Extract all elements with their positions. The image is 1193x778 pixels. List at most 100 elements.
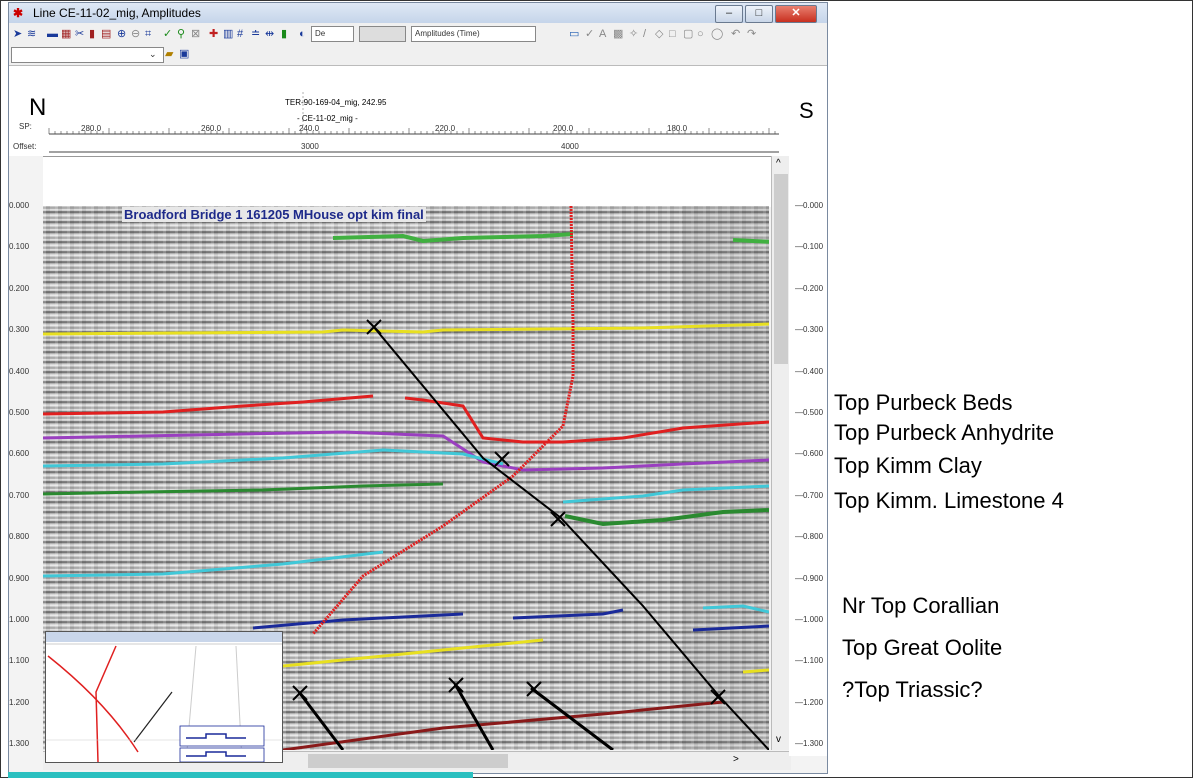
- header-ruler: [48, 92, 779, 153]
- zoom-extent-icon[interactable]: ⌗: [145, 28, 152, 40]
- legend-top-kimm-limestone: Top Kimm. Limestone 4: [834, 488, 1064, 513]
- scroll-right-icon[interactable]: >: [733, 754, 739, 765]
- sp-tick: 260.0: [201, 124, 222, 133]
- text-tool-icon[interactable]: A: [599, 28, 607, 40]
- time-tick-left: 0.600: [9, 449, 30, 459]
- display-combo[interactable]: De: [311, 26, 354, 42]
- amplitude-mode-combo[interactable]: Amplitudes (Time): [411, 26, 536, 42]
- scroll-down-icon[interactable]: v: [776, 734, 781, 745]
- main-toolbar: ➤ ≋ ▬ ▦ ✂ ▮ ▤ ⊕ ⊖ ⌗ ✓ ⚲ ⊠ ✚ ▥ # ≐ ⇹ ▮ ◐ …: [9, 23, 827, 46]
- rect-tool-icon[interactable]: □: [669, 28, 676, 40]
- horizon-top-kimm-limestone: [43, 448, 504, 468]
- horizon-nr-top-corallian: [43, 482, 444, 496]
- legend-nr-top-corallian: Nr Top Corallian: [842, 593, 1000, 618]
- vertical-scrollbar[interactable]: ^ v: [771, 156, 790, 750]
- draw-check-icon[interactable]: ✓: [585, 28, 595, 40]
- pick-icon[interactable]: ⚲: [177, 28, 186, 40]
- horizon-top-purbeck-beds: [43, 322, 769, 336]
- cut-tool-icon[interactable]: ✂: [75, 28, 85, 40]
- chevron-down-icon[interactable]: ⌄: [149, 49, 157, 59]
- open-folder-icon[interactable]: ▰: [165, 48, 174, 60]
- time-tick-left: 0.300: [9, 325, 30, 335]
- sp-tick: 240.0: [299, 124, 320, 133]
- save-icon[interactable]: ▣: [179, 48, 190, 60]
- well-name-label: Broadford Bridge 1 161205 MHouse opt kim…: [122, 207, 426, 222]
- color-bar-icon[interactable]: ▮: [281, 28, 288, 40]
- time-tick-left: 1.100: [9, 656, 30, 666]
- offset-label: Offset:: [13, 142, 37, 151]
- star-tool-icon[interactable]: ✧: [629, 28, 639, 40]
- tie-tool-icon[interactable]: ≐: [251, 28, 261, 40]
- interpretation-overlay: [43, 206, 769, 750]
- grid-tool-icon[interactable]: ▦: [61, 28, 72, 40]
- time-tick-right: —0.000: [795, 201, 824, 210]
- vertical-scroll-thumb[interactable]: [774, 174, 788, 364]
- inset-titlebar: [46, 632, 282, 642]
- time-tick-right: —1.100: [795, 656, 824, 666]
- zoom-out-icon[interactable]: ⊖: [131, 28, 141, 40]
- zoom-in-icon[interactable]: ⊕: [117, 28, 127, 40]
- fault-tool-icon[interactable]: ✚: [209, 28, 219, 40]
- undo-icon[interactable]: ↶: [731, 28, 741, 40]
- layer-tool-icon[interactable]: ▤: [101, 28, 112, 40]
- ellipse-tool-icon[interactable]: ○: [697, 28, 704, 40]
- circle-tool-icon[interactable]: ◯: [711, 28, 724, 40]
- time-tick-right: —1.000: [795, 615, 824, 624]
- time-tick-left: 1.000: [9, 615, 30, 624]
- delete-pick-icon[interactable]: ⊠: [191, 28, 201, 40]
- window-titlebar[interactable]: ✱ Line CE-11-02_mig, Amplitudes – □ ✕: [9, 3, 827, 23]
- check-icon[interactable]: ✓: [163, 28, 173, 40]
- minimize-button[interactable]: –: [715, 5, 743, 23]
- time-tick-left: 1.300: [9, 739, 30, 749]
- pointer-tool-icon[interactable]: ➤: [13, 28, 23, 40]
- sp-tick: 220.0: [435, 124, 456, 133]
- polygon-tool-icon[interactable]: ◇: [655, 28, 664, 40]
- fault-markers: [292, 319, 726, 705]
- marker-tool-icon[interactable]: ⇹: [265, 28, 275, 40]
- time-tick-left: 0.400: [9, 366, 30, 376]
- hash-tool-icon[interactable]: #: [237, 28, 244, 40]
- maximize-button[interactable]: □: [745, 5, 773, 23]
- image-tool-icon[interactable]: ▩: [613, 28, 624, 40]
- sp-tick: 280.0: [81, 124, 102, 133]
- sp-tick: 200.0: [553, 124, 574, 133]
- table-tool-icon[interactable]: ▥: [223, 28, 234, 40]
- time-tick-right: —1.200: [795, 697, 824, 707]
- sp-tick: 180.0: [667, 124, 688, 133]
- blank-strip: [43, 156, 791, 207]
- time-tick-left: 0.000: [9, 201, 30, 210]
- offset-tick: 4000: [561, 142, 579, 151]
- line-tool-icon[interactable]: /: [643, 28, 647, 40]
- line-name-label: - CE-11-02_mig -: [297, 114, 358, 123]
- legend-top-purbeck-beds: Top Purbeck Beds: [834, 390, 1013, 415]
- rounded-rect-tool-icon[interactable]: ▢: [683, 28, 694, 40]
- layout-icon[interactable]: ▭: [569, 28, 580, 40]
- taskbar-strip: [8, 772, 473, 778]
- south-label: S: [799, 98, 814, 123]
- north-label: N: [29, 94, 47, 121]
- palette-icon[interactable]: ◐: [299, 28, 306, 40]
- time-tick-right: —0.700: [795, 490, 824, 500]
- layer-select[interactable]: [11, 47, 164, 63]
- section-header: N S TER-90-169-04_mig, 242.95 - CE-11-02…: [9, 66, 827, 156]
- redo-icon[interactable]: ↷: [747, 28, 757, 40]
- time-tick-left: 1.200: [9, 697, 30, 707]
- horizontal-scroll-thumb[interactable]: [308, 754, 508, 768]
- time-tick-left: 0.500: [9, 408, 30, 417]
- time-tick-right: —1.300: [795, 739, 824, 749]
- inset-map: [46, 643, 282, 762]
- well-tool-icon[interactable]: ▮: [89, 28, 96, 40]
- time-tick-right: —0.800: [795, 532, 824, 542]
- map-inset: [45, 631, 283, 763]
- horizon-top-triassic: [282, 700, 724, 750]
- ruler-tool-icon[interactable]: ▬: [47, 28, 58, 40]
- offset-tick: 3000: [301, 142, 319, 151]
- trace-tool-icon[interactable]: ≋: [27, 28, 37, 40]
- legend-top-kimm-clay: Top Kimm Clay: [834, 453, 982, 478]
- close-button[interactable]: ✕: [775, 5, 817, 23]
- legend-top-triassic: ?Top Triassic?: [842, 677, 983, 702]
- legend-top-purbeck-anhydrite: Top Purbeck Anhydrite: [834, 420, 1055, 445]
- scroll-up-icon[interactable]: ^: [776, 158, 781, 169]
- seismic-viewer-window: ✱ Line CE-11-02_mig, Amplitudes – □ ✕ ➤ …: [8, 2, 828, 774]
- time-tick-left: 0.900: [9, 573, 30, 583]
